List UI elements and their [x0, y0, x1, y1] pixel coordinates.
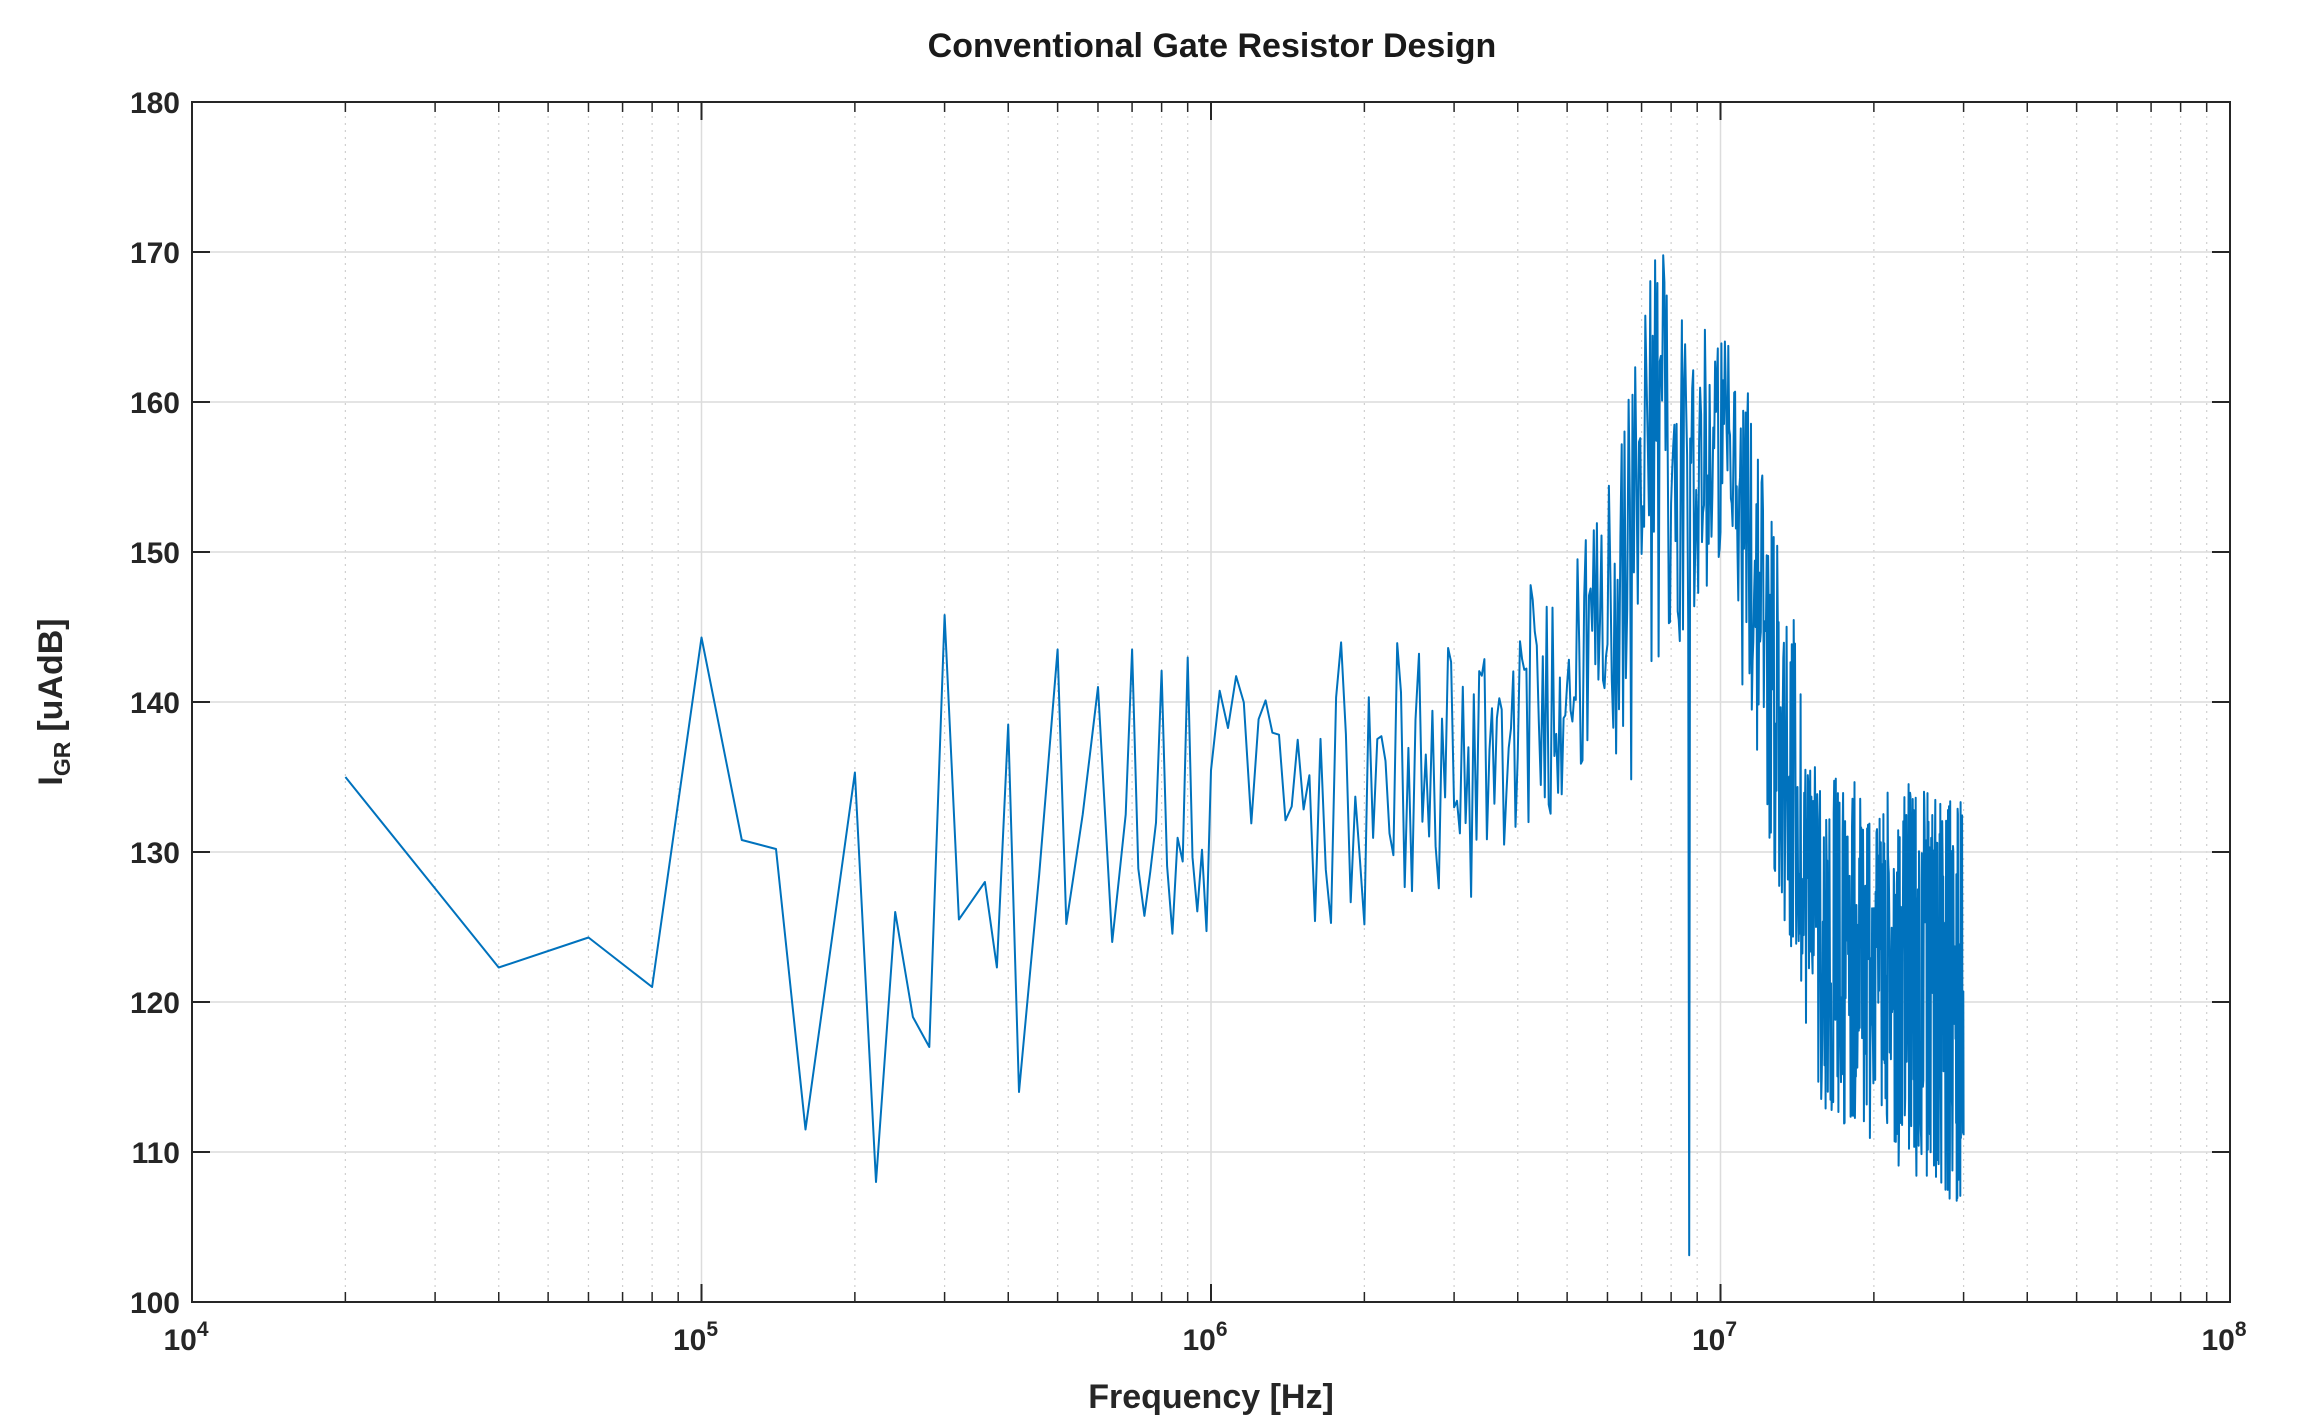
series-line-igr	[344, 254, 1965, 1257]
y-tick-label: 170	[130, 237, 180, 270]
y-axis-label-subscript: GR	[49, 741, 75, 776]
x-tick-label: 104	[163, 1318, 208, 1357]
data-series	[344, 254, 1965, 1257]
x-tick-label: 105	[673, 1318, 718, 1357]
y-axis-label-main: I	[32, 776, 70, 785]
y-axis-label: IGR [uAdB]	[32, 618, 75, 785]
x-tick-label: 106	[1182, 1318, 1227, 1357]
y-tick-label: 100	[130, 1287, 180, 1320]
x-tick-label: 108	[2201, 1318, 2246, 1357]
y-tick-label: 180	[130, 87, 180, 120]
y-tick-label: 120	[130, 987, 180, 1020]
x-axis-label: Frequency [Hz]	[1088, 1378, 1334, 1416]
y-tick-label: 130	[130, 837, 180, 870]
chart-title: Conventional Gate Resistor Design	[928, 27, 1497, 65]
y-tick-label: 150	[130, 537, 180, 570]
y-tick-label: 140	[130, 687, 180, 720]
axis-ticks: 100 110 120 130 140 150 160 170 180 104 105 106 107 1…	[130, 87, 2247, 1357]
y-axis-label-unit: [uAdB]	[32, 618, 70, 731]
grid-lines	[192, 102, 2230, 1302]
y-tick-label: 110	[132, 1137, 180, 1170]
x-tick-label: 107	[1692, 1318, 1737, 1357]
y-tick-label: 160	[130, 387, 180, 420]
